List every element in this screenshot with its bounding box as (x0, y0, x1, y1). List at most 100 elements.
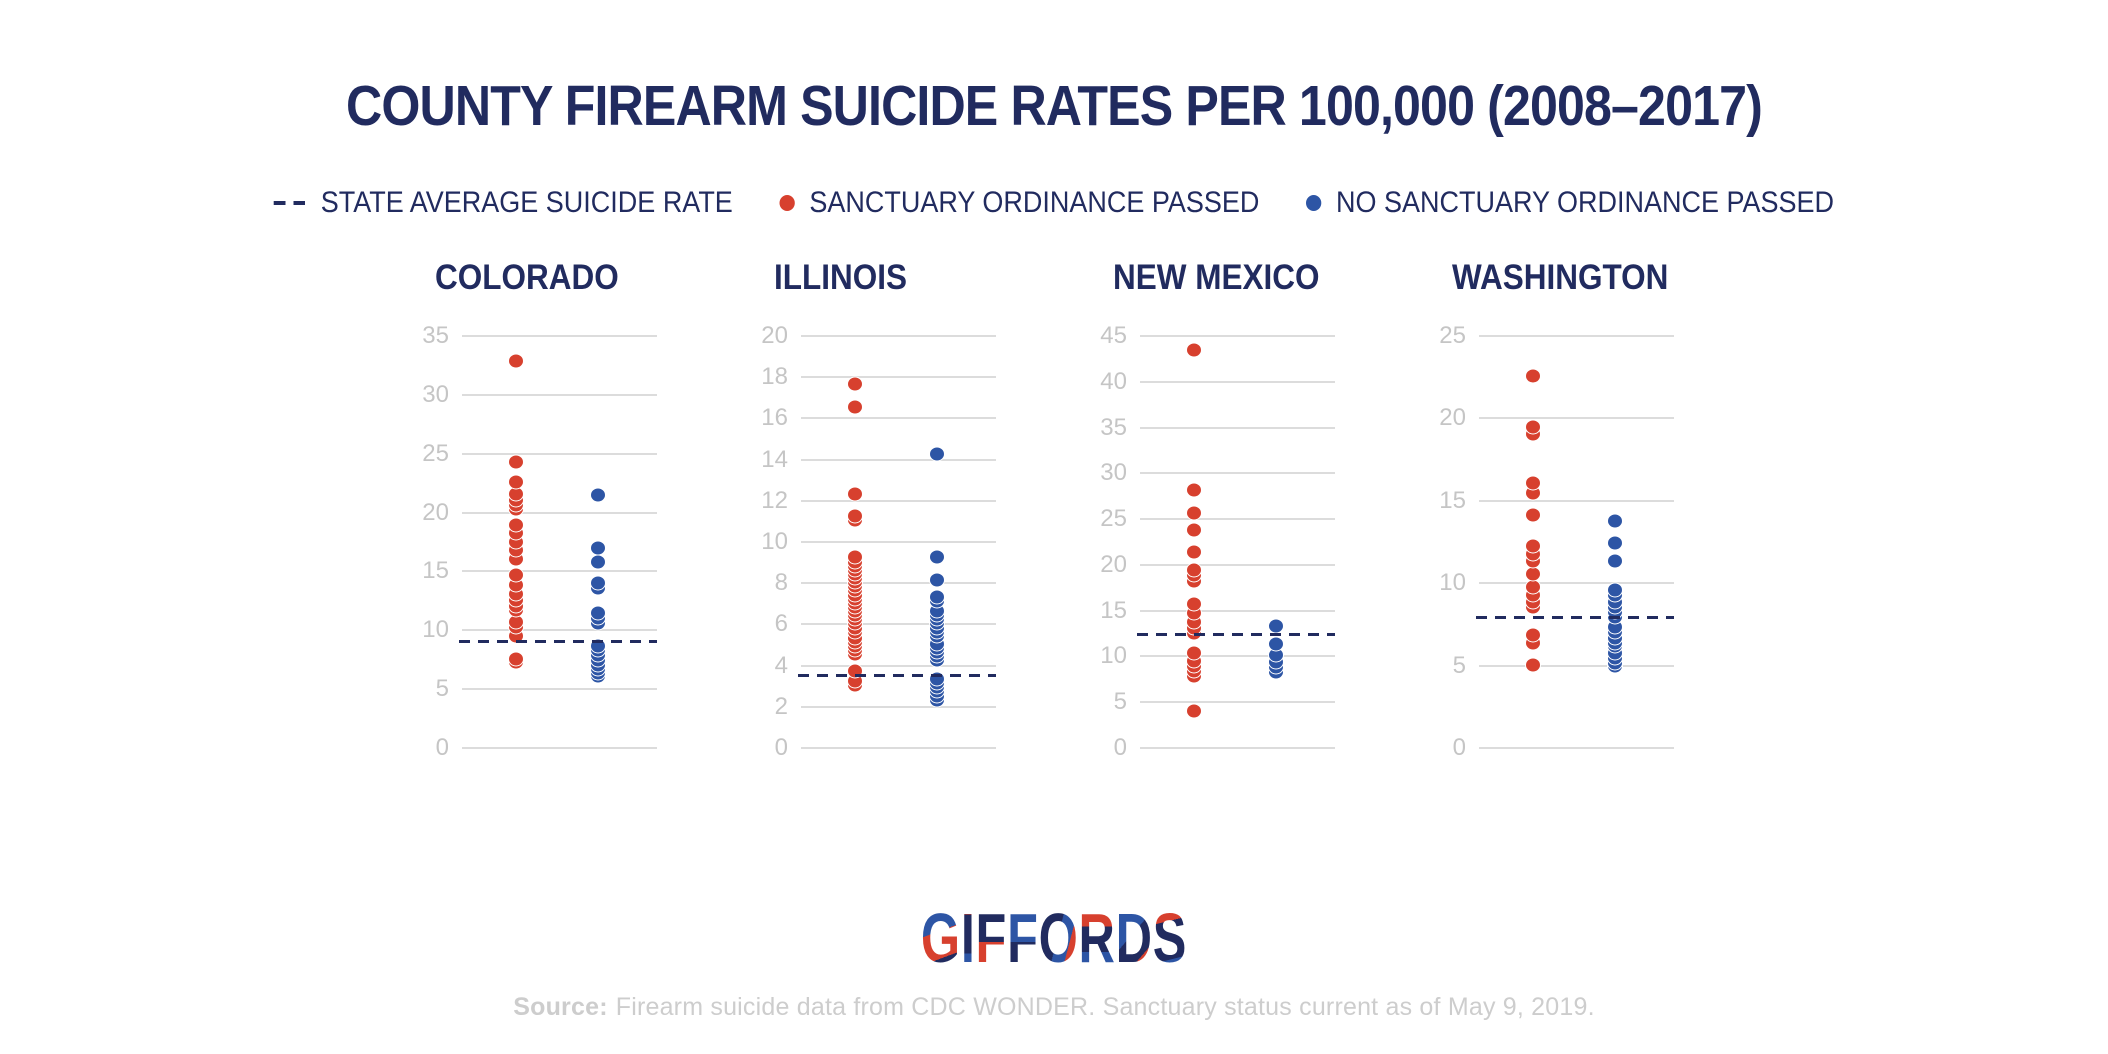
logo-letter: F (1007, 899, 1039, 977)
legend-item-no-sanctuary: NO SANCTUARY ORDINANCE PASSED (1306, 186, 1834, 220)
gridline (462, 629, 657, 631)
no-sanctuary-dot (1607, 582, 1623, 598)
gridline (801, 376, 996, 378)
gridline (801, 747, 996, 749)
panel-new-mexico: NEW MEXICO 0 5 10 15 20 25 30 35 40 45 (1085, 256, 1335, 816)
sanctuary-dot (1525, 627, 1541, 643)
y-tick-label: 45 (1100, 322, 1127, 349)
y-tick-label: 15 (422, 557, 449, 584)
blue-dot-icon (1306, 195, 1322, 211)
logo-letter: F (975, 899, 1008, 977)
sanctuary-dot (1525, 419, 1541, 435)
logo-letter: O (1038, 899, 1079, 977)
state-title-new-mexico: NEW MEXICO (1113, 258, 1320, 297)
state-average-line (1137, 633, 1335, 636)
y-tick-label: 20 (422, 499, 449, 526)
state-title-illinois: ILLINOIS (774, 258, 908, 297)
dashed-line-icon (273, 201, 307, 205)
red-dot-icon (779, 195, 795, 211)
sanctuary-dot (847, 549, 863, 565)
sanctuary-dot (1525, 566, 1541, 582)
gridline (801, 541, 996, 543)
no-sanctuary-dot (1268, 618, 1284, 634)
sanctuary-dot (1186, 544, 1202, 560)
state-average-line (798, 674, 996, 677)
y-tick-label: 0 (1452, 734, 1466, 761)
gridline (462, 747, 657, 749)
chart-legend: STATE AVERAGE SUICIDE RATE SANCTUARY ORD… (105, 186, 2002, 220)
gridline (801, 500, 996, 502)
sanctuary-dot (1186, 703, 1202, 719)
panel-illinois: ILLINOIS 0 2 4 6 8 10 12 14 16 18 20 (746, 256, 996, 816)
y-tick-label: 8 (774, 569, 788, 596)
sanctuary-dot (1186, 645, 1202, 661)
gridline (1479, 582, 1674, 584)
y-tick-label: 15 (1439, 487, 1466, 514)
plot-area-colorado: 0 5 10 15 20 25 30 35 (407, 324, 657, 765)
gridline (801, 582, 996, 584)
y-tick-label: 12 (761, 487, 788, 514)
logo-letter: D (1115, 899, 1153, 977)
no-sanctuary-dot (590, 575, 606, 591)
sanctuary-dot (1186, 562, 1202, 578)
gridline (801, 665, 996, 667)
sanctuary-dot (508, 454, 524, 470)
panel-washington: WASHINGTON 0 5 10 15 20 25 (1424, 256, 1674, 816)
y-tick-label: 10 (1100, 642, 1127, 669)
logo-letter: S (1152, 899, 1188, 977)
gridline (462, 688, 657, 690)
gridline (1140, 427, 1335, 429)
y-tick-label: 5 (435, 675, 449, 702)
panel-colorado: COLORADO 0 5 10 15 20 25 30 35 (407, 256, 657, 816)
y-tick-label: 16 (761, 404, 788, 431)
source-prefix: Source: (513, 993, 608, 1021)
legend-item-state-average: STATE AVERAGE SUICIDE RATE (273, 186, 733, 220)
y-tick-label: 10 (1439, 569, 1466, 596)
sanctuary-dot (847, 508, 863, 524)
sanctuary-dot (508, 474, 524, 490)
y-tick-label: 20 (761, 322, 788, 349)
state-average-line (459, 640, 657, 643)
y-tick-label: 2 (774, 693, 788, 720)
gridline (462, 453, 657, 455)
gridline (1140, 701, 1335, 703)
sanctuary-dot (1186, 522, 1202, 538)
y-tick-label: 10 (422, 616, 449, 643)
sanctuary-dot (508, 567, 524, 583)
y-tick-label: 25 (1439, 322, 1466, 349)
state-average-line (1476, 616, 1674, 619)
y-tick-label: 30 (422, 381, 449, 408)
gridline (1479, 500, 1674, 502)
no-sanctuary-dot (1607, 535, 1623, 551)
gridline (801, 706, 996, 708)
no-sanctuary-dot (1607, 513, 1623, 529)
gridline (1140, 747, 1335, 749)
no-sanctuary-dot (1607, 553, 1623, 569)
legend-label-no-sanctuary: NO SANCTUARY ORDINANCE PASSED (1335, 186, 1835, 219)
y-tick-label: 25 (422, 440, 449, 467)
source-text: Firearm suicide data from CDC WONDER. Sa… (615, 993, 1595, 1021)
gridline (1140, 610, 1335, 612)
logo-letter: I (960, 899, 976, 977)
sanctuary-dot (847, 399, 863, 415)
y-tick-label: 0 (1113, 734, 1127, 761)
state-title-washington: WASHINGTON (1452, 258, 1669, 297)
logo-letter: G (920, 899, 961, 977)
gridline (801, 459, 996, 461)
y-tick-label: 15 (1100, 597, 1127, 624)
gridline (462, 394, 657, 396)
y-tick-label: 20 (1439, 404, 1466, 431)
no-sanctuary-dot (1268, 636, 1284, 652)
y-tick-label: 5 (1113, 688, 1127, 715)
gridline (1140, 335, 1335, 337)
y-tick-label: 40 (1100, 368, 1127, 395)
no-sanctuary-dot (929, 572, 945, 588)
y-tick-label: 6 (774, 610, 788, 637)
y-tick-label: 4 (774, 652, 788, 679)
y-tick-label: 10 (761, 528, 788, 555)
y-tick-label: 20 (1100, 551, 1127, 578)
y-tick-label: 25 (1100, 505, 1127, 532)
sanctuary-dot (1186, 596, 1202, 612)
logo-letter: R (1078, 899, 1116, 977)
sanctuary-dot (1525, 579, 1541, 595)
